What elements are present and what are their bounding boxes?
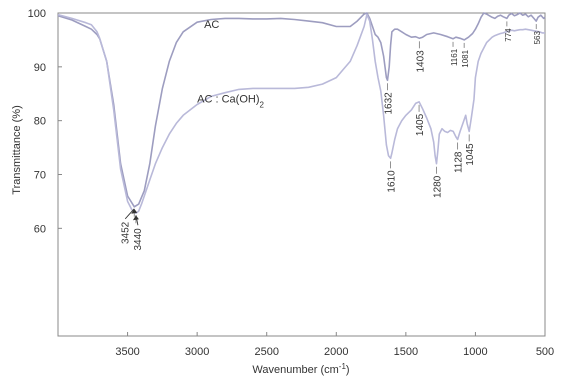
x-tick-label: 1000 [463, 346, 487, 358]
peak-annotation: 1128 [454, 142, 465, 173]
peak-label: 1081 [461, 49, 470, 67]
peak-label: 774 [504, 28, 513, 42]
peak-annotation: 1632 [383, 83, 394, 115]
y-tick-label: 90 [34, 62, 46, 74]
peak-label: 1161 [450, 48, 459, 66]
y-tick-label: 60 [34, 223, 46, 235]
x-tick-label: 500 [536, 346, 554, 358]
x-tick-label: 3500 [115, 346, 139, 358]
y-axis-ticks: 60 70 80 90 100 [28, 8, 62, 235]
x-axis-ticks: 3500 3000 2500 2000 1500 1000 500 [115, 332, 554, 358]
peak-label: 1280 [432, 175, 443, 198]
arrow-head [132, 215, 139, 221]
peak-annotation: 1045 [465, 134, 476, 166]
peak-label: 1610 [387, 170, 398, 193]
peak-label: 1403 [415, 50, 426, 73]
peak-label: 563 [533, 31, 542, 45]
peak-annotation: 774 [504, 21, 513, 42]
peak-label: 1632 [383, 92, 394, 115]
peak-label: 1405 [415, 113, 426, 136]
peak-annotation: 3452 [120, 208, 138, 244]
peak-annotations: 3452 3440 1632 1610 1403 1405 1280 1161 1081 1128… [120, 21, 542, 251]
series-label-ac-caoh2: AC : Ca(OH)2 [197, 93, 264, 109]
peak-label: 1128 [454, 151, 465, 173]
peak-label: 1045 [465, 143, 476, 166]
series-lines [57, 12, 546, 215]
peak-annotation: 1610 [387, 161, 398, 193]
peak-annotation: 3440 [132, 215, 144, 251]
series-label-ac: AC [204, 19, 219, 31]
arrow-line [124, 208, 135, 220]
x-tick-label: 1500 [394, 346, 418, 358]
peak-label: 3452 [120, 221, 131, 244]
peak-annotation: 1405 [415, 104, 426, 136]
x-tick-label: 2500 [254, 346, 278, 358]
peak-annotation: 1081 [461, 42, 470, 68]
x-tick-label: 2000 [324, 346, 348, 358]
x-axis-title: Wavenumber (cm-1) [252, 362, 349, 377]
y-tick-label: 100 [28, 8, 46, 20]
peak-annotation: 563 [533, 24, 542, 44]
peak-annotation: 1161 [450, 41, 459, 66]
series-line-1 [57, 13, 545, 215]
peak-annotation: 1403 [415, 41, 426, 73]
y-tick-label: 70 [34, 170, 46, 182]
y-tick-label: 80 [34, 116, 46, 128]
axes [57, 12, 546, 337]
peak-annotation: 1280 [432, 166, 443, 198]
x-tick-label: 3000 [185, 346, 209, 358]
series-labels: AC AC : Ca(OH)2 [197, 19, 264, 109]
peak-label: 3440 [133, 228, 144, 251]
y-axis-title: Transmittance (%) [11, 105, 23, 194]
series-line-0 [57, 12, 546, 208]
plot-frame [57, 12, 546, 337]
arrow-head [131, 208, 138, 214]
